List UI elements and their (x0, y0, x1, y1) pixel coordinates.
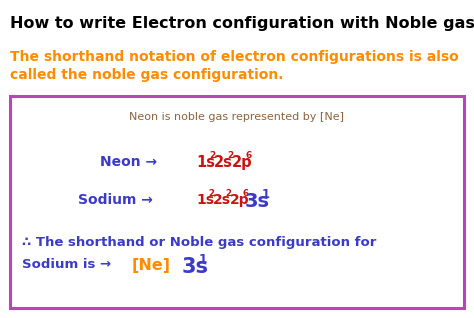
Text: 2: 2 (209, 189, 215, 198)
Text: Sodium is →: Sodium is → (22, 258, 111, 271)
Text: 2s: 2s (213, 193, 231, 207)
Text: 2p: 2p (230, 193, 250, 207)
Text: 3s: 3s (245, 192, 270, 211)
Text: 2: 2 (227, 151, 234, 160)
Text: 1s: 1s (196, 155, 215, 170)
Text: called the noble gas configuration.: called the noble gas configuration. (10, 68, 283, 82)
Text: Neon is noble gas represented by [Ne]: Neon is noble gas represented by [Ne] (129, 112, 345, 122)
Text: 2p: 2p (232, 155, 252, 170)
Text: 1: 1 (262, 188, 270, 201)
Text: [Ne]: [Ne] (132, 258, 171, 273)
Text: 2: 2 (210, 151, 216, 160)
Text: 1: 1 (199, 253, 207, 266)
Text: 2: 2 (226, 189, 232, 198)
Text: 6: 6 (245, 151, 251, 160)
Text: The shorthand notation of electron configurations is also: The shorthand notation of electron confi… (10, 50, 459, 64)
Text: How to write Electron configuration with Noble gas?: How to write Electron configuration with… (10, 16, 474, 31)
Text: 1s: 1s (196, 193, 214, 207)
Text: Neon →: Neon → (100, 155, 157, 169)
Text: ∴ The shorthand or Noble gas configuration for: ∴ The shorthand or Noble gas configurati… (22, 236, 376, 249)
Text: 6: 6 (243, 189, 249, 198)
Text: 3s: 3s (182, 257, 209, 277)
Text: Sodium →: Sodium → (78, 193, 153, 207)
FancyBboxPatch shape (10, 96, 464, 308)
Text: 2s: 2s (214, 155, 233, 170)
